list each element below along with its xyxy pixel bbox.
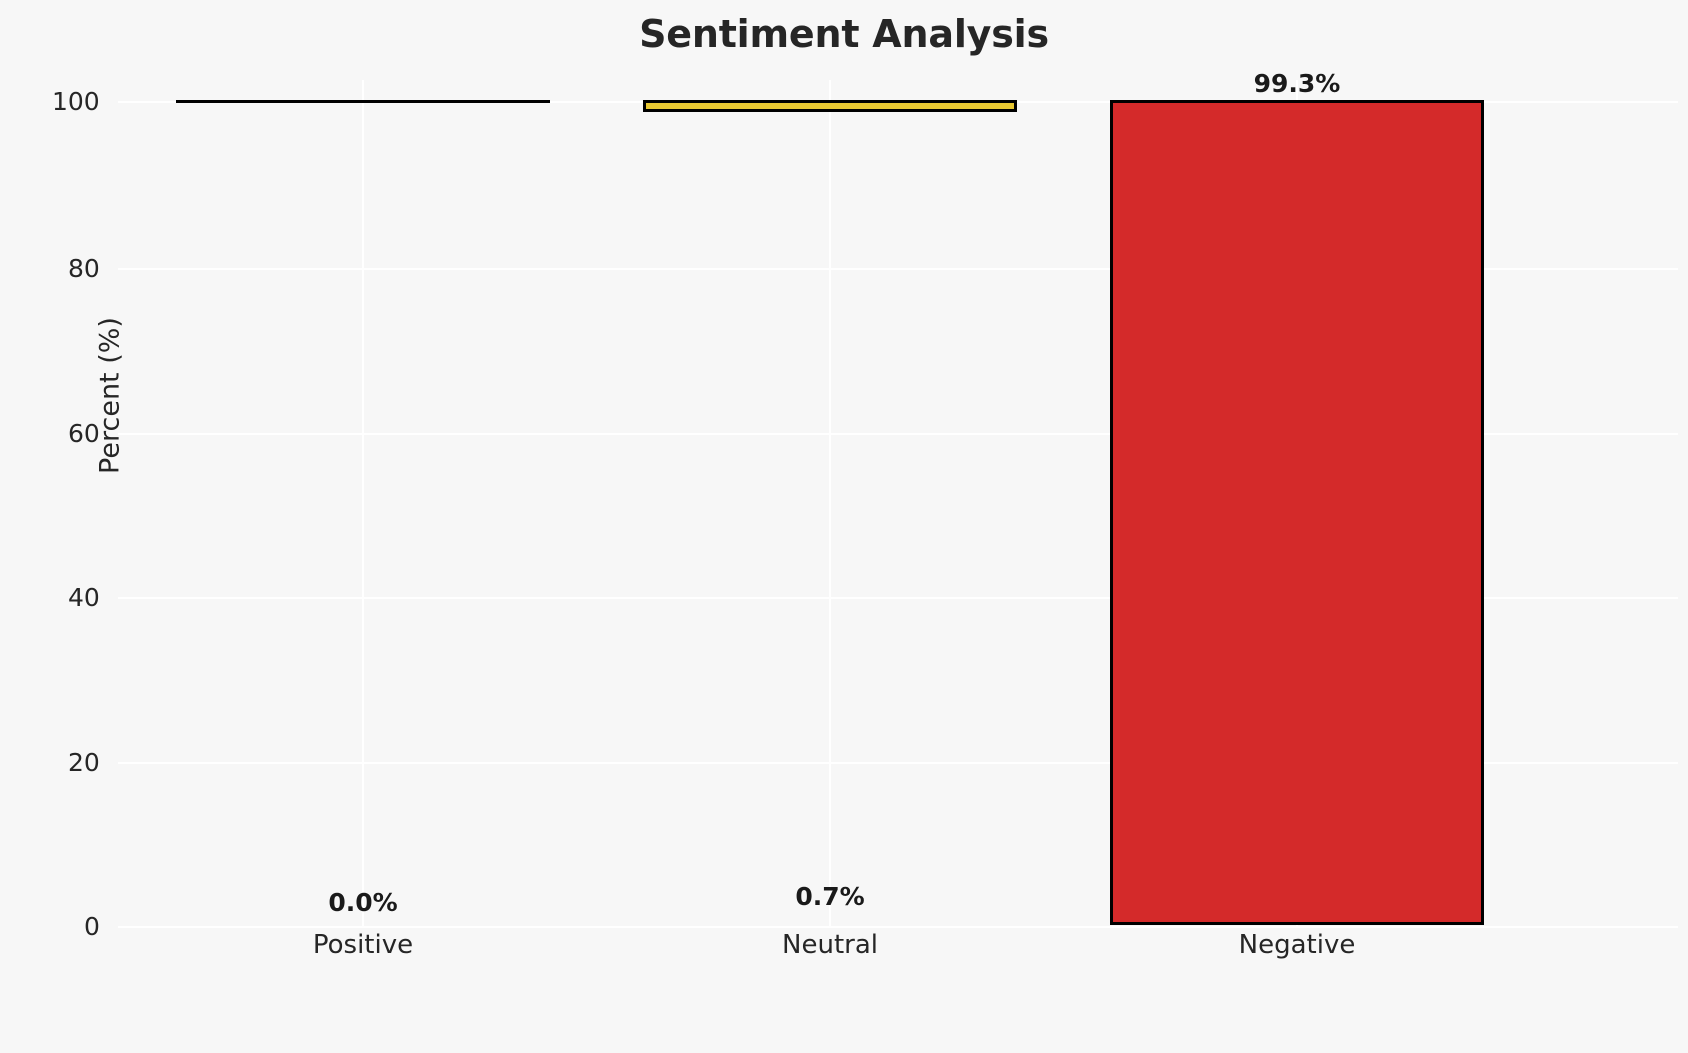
y-tick-label-0: 0 <box>84 912 100 941</box>
gridline-x-neutral <box>829 80 831 926</box>
gridline-y-0 <box>118 926 1678 928</box>
gridline-y-60 <box>118 433 1678 435</box>
y-tick-label-100: 100 <box>52 87 100 116</box>
y-tick-label-80: 80 <box>68 254 100 283</box>
bar-value-neutral: 0.7% <box>795 882 865 911</box>
bar-negative[interactable] <box>1110 100 1484 925</box>
gridline-x-positive <box>362 80 364 926</box>
bar-positive[interactable] <box>176 100 550 103</box>
y-tick-label-60: 60 <box>68 419 100 448</box>
bar-value-negative: 99.3% <box>1253 69 1341 98</box>
y-tick-label-40: 40 <box>68 583 100 612</box>
x-tick-label-positive: Positive <box>312 930 414 960</box>
bar-value-positive: 0.0% <box>328 888 398 917</box>
gridline-y-80 <box>118 268 1678 270</box>
x-tick-label-negative: Negative <box>1238 930 1356 960</box>
x-tick-label-neutral: Neutral <box>782 930 878 960</box>
y-tick-label-20: 20 <box>68 748 100 777</box>
gridline-y-40 <box>118 597 1678 599</box>
chart-title: Sentiment Analysis <box>639 12 1049 56</box>
bar-neutral[interactable] <box>643 100 1017 112</box>
plot-area: 0.0% 0.7% 99.3% <box>118 69 1678 946</box>
gridline-y-20 <box>118 762 1678 764</box>
